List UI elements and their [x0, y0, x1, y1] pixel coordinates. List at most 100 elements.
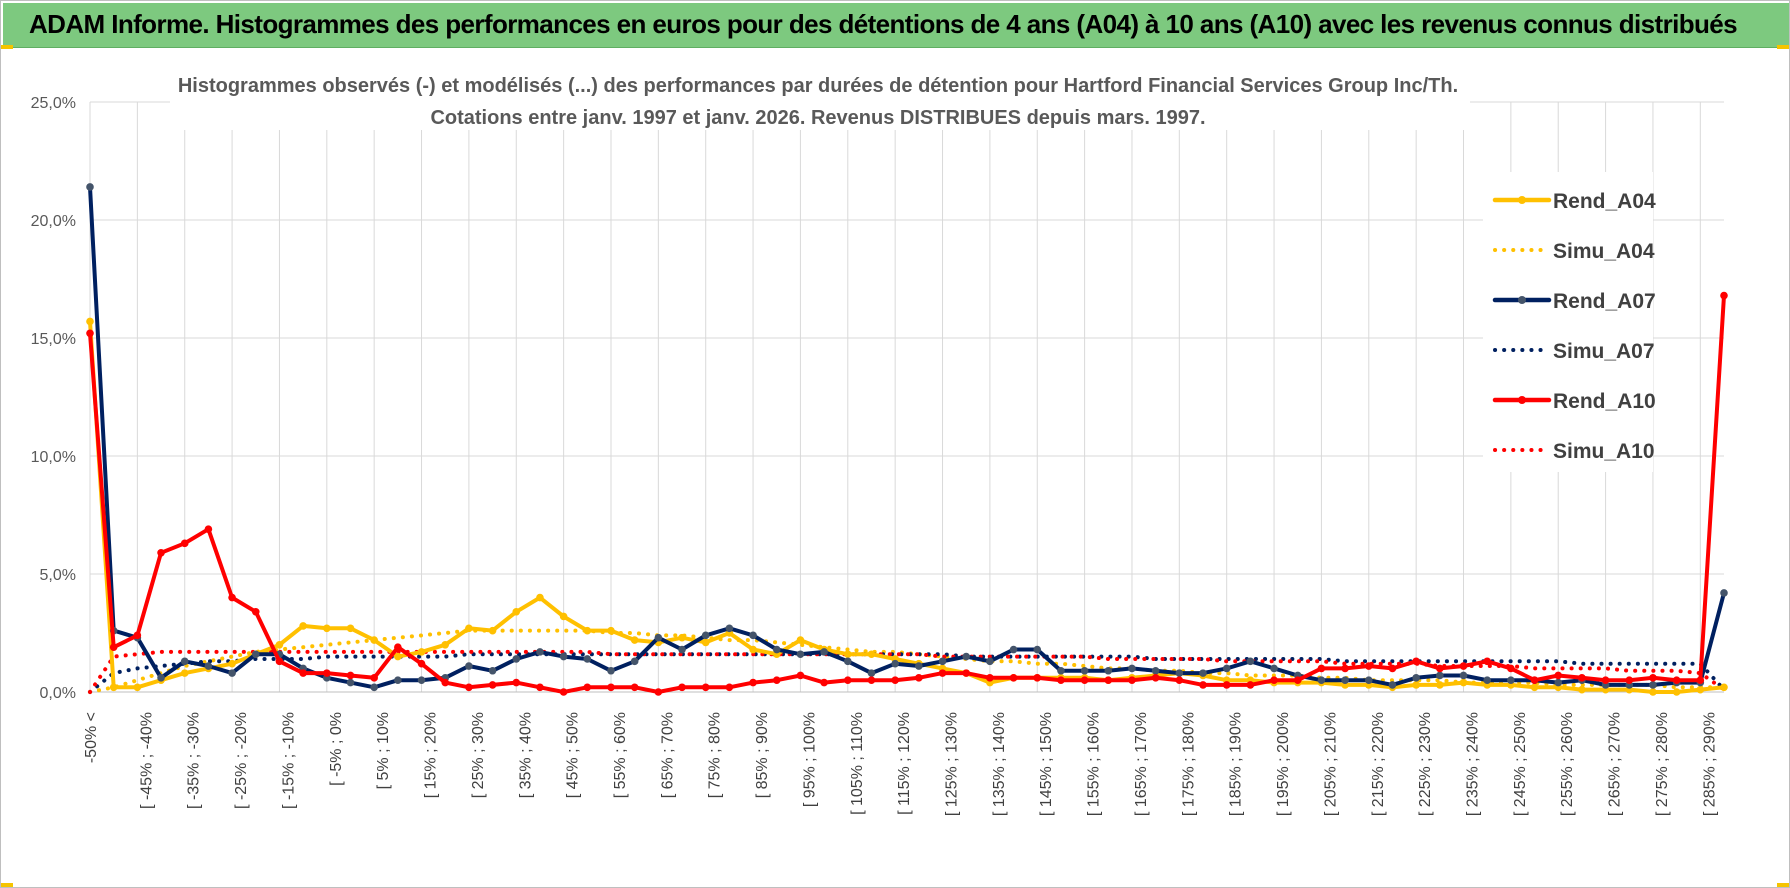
- series-line-rend-a10: [88, 293, 1726, 694]
- data-point-rend-a04: [796, 636, 805, 644]
- data-point-rend-a07: [1009, 645, 1018, 654]
- data-point-rend-a10: [204, 525, 213, 533]
- data-point-rend-a07: [1317, 676, 1326, 684]
- data-point-rend-a10: [749, 678, 757, 687]
- data-point-rend-a04: [1436, 681, 1444, 689]
- data-point-rend-a04: [299, 622, 307, 630]
- data-point-rend-a04: [346, 624, 355, 633]
- data-point-rend-a07: [1128, 664, 1136, 673]
- data-point-rend-a07: [204, 662, 213, 670]
- x-tick-label: [ 15% ; 20%: [423, 712, 440, 798]
- x-tick-label: [ 205% ; 210%: [1322, 712, 1339, 816]
- data-point-rend-a04: [1649, 688, 1657, 696]
- data-point-rend-a04: [559, 612, 568, 621]
- data-point-rend-a10: [1080, 676, 1089, 684]
- data-point-rend-a04: [678, 633, 686, 642]
- x-tick-label: [ -15% ; -10%: [280, 712, 297, 809]
- data-point-rend-a10: [1649, 674, 1657, 682]
- data-point-rend-a10: [1033, 674, 1042, 682]
- data-point-rend-a07: [678, 645, 686, 654]
- data-point-rend-a10: [1175, 676, 1184, 684]
- data-point-rend-a10: [915, 674, 923, 682]
- data-point-rend-a07: [86, 183, 94, 191]
- data-point-rend-a10: [1341, 664, 1349, 673]
- data-point-rend-a07: [512, 655, 521, 663]
- data-point-rend-a07: [962, 652, 971, 661]
- legend-label-rend-a10: Rend_A10: [1553, 390, 1656, 413]
- data-point-rend-a07: [1104, 666, 1113, 675]
- data-point-rend-a10: [1199, 681, 1207, 689]
- data-point-rend-a10: [1601, 676, 1610, 684]
- y-tick-label: 25,0%: [31, 95, 76, 112]
- data-point-rend-a07: [1151, 666, 1160, 675]
- x-tick-label: [ 105% ; 110%: [849, 712, 866, 815]
- x-tick-label: [ 235% ; 240%: [1465, 712, 1482, 816]
- x-tick-label: [ 65% ; 70%: [659, 712, 676, 798]
- data-point-rend-a07: [1483, 676, 1491, 684]
- data-point-rend-a04: [323, 624, 331, 633]
- x-tick-label: [ 125% ; 130%: [944, 712, 961, 816]
- data-point-rend-a07: [607, 666, 615, 675]
- data-point-rend-a04: [536, 593, 544, 602]
- data-point-rend-a04: [1459, 678, 1468, 687]
- legend-marker: [1518, 196, 1526, 204]
- data-point-rend-a07: [796, 650, 805, 659]
- data-point-rend-a10: [228, 593, 236, 602]
- data-point-rend-a10: [843, 676, 852, 684]
- data-point-rend-a07: [1175, 669, 1184, 677]
- x-tick-label: [ 265% ; 270%: [1607, 712, 1624, 816]
- series-line-rend-a04: [88, 319, 1726, 694]
- legend-label-rend-a07: Rend_A07: [1553, 290, 1656, 313]
- data-point-rend-a04: [133, 683, 142, 692]
- corner-accent-left: [1, 45, 13, 49]
- data-point-rend-a07: [1057, 666, 1065, 675]
- data-point-rend-a10: [1625, 676, 1634, 684]
- legend-label-simu-a10: Simu_A10: [1553, 440, 1655, 463]
- data-point-rend-a07: [1388, 681, 1397, 689]
- data-point-rend-a10: [1009, 674, 1018, 682]
- data-point-rend-a10: [607, 683, 615, 692]
- data-point-rend-a07: [394, 676, 402, 684]
- data-point-rend-a07: [1554, 678, 1563, 687]
- series-lines: [86, 183, 1728, 696]
- data-point-rend-a07: [536, 648, 544, 656]
- x-axis-ticks: -50% < [ -45% ; -40% [ -35% ; -30% [ -25% ;…: [83, 712, 1718, 816]
- subtitle-background: [170, 66, 1470, 130]
- y-tick-label: 0,0%: [40, 685, 76, 702]
- data-point-rend-a10: [109, 643, 118, 651]
- data-point-rend-a07: [654, 633, 663, 642]
- data-point-rend-a07: [559, 652, 568, 661]
- x-tick-label: [ 185% ; 190%: [1228, 712, 1245, 816]
- data-point-rend-a10: [1459, 662, 1468, 670]
- x-tick-label: [ 255% ; 260%: [1559, 712, 1576, 816]
- x-tick-label: [ -5% ; 0%: [328, 712, 345, 786]
- data-point-rend-a04: [228, 659, 236, 668]
- data-point-rend-a10: [1483, 657, 1491, 666]
- data-point-rend-a10: [1388, 664, 1397, 673]
- data-point-rend-a04: [843, 650, 852, 659]
- data-point-rend-a07: [630, 657, 639, 666]
- data-point-rend-a04: [1720, 683, 1728, 692]
- data-point-rend-a07: [417, 676, 426, 684]
- data-point-rend-a10: [1554, 671, 1563, 680]
- data-point-rend-a07: [1364, 676, 1373, 684]
- data-point-rend-a04: [607, 626, 615, 635]
- data-point-rend-a10: [275, 657, 284, 666]
- data-point-rend-a07: [488, 666, 497, 675]
- data-point-rend-a04: [1672, 688, 1681, 696]
- data-point-rend-a04: [701, 638, 710, 647]
- data-point-rend-a10: [820, 678, 828, 687]
- data-point-rend-a07: [891, 659, 899, 668]
- data-point-rend-a07: [1033, 645, 1042, 654]
- legend-label-simu-a07: Simu_A07: [1553, 340, 1655, 363]
- x-tick-label: [ -45% ; -40%: [138, 712, 155, 809]
- x-tick-label: [ 45% ; 50%: [565, 712, 582, 798]
- data-point-rend-a07: [1649, 681, 1657, 689]
- data-point-rend-a07: [915, 662, 923, 670]
- data-point-rend-a10: [536, 683, 544, 692]
- x-tick-label: [ 85% ; 90%: [754, 712, 771, 798]
- data-point-rend-a10: [394, 643, 402, 651]
- data-point-rend-a10: [1222, 681, 1231, 689]
- data-point-rend-a10: [180, 539, 189, 548]
- data-point-rend-a07: [843, 657, 852, 666]
